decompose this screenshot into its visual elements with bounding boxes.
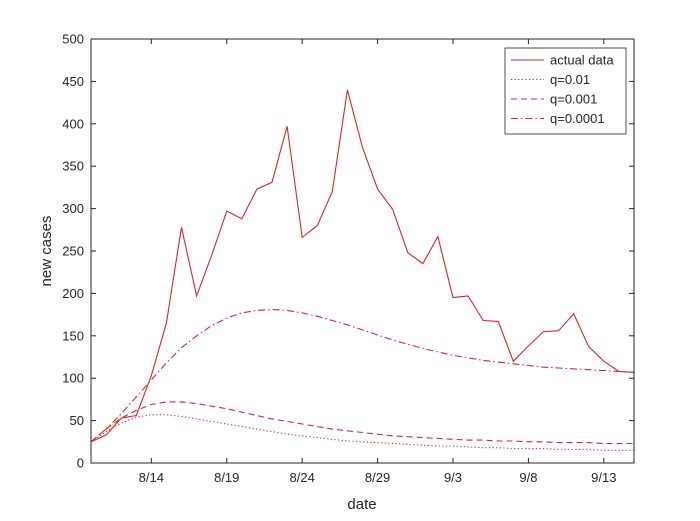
y-tick-label-0: 0 xyxy=(77,456,84,471)
legend-label-0: actual data xyxy=(550,53,614,68)
legend-label-1: q=0.01 xyxy=(550,72,590,87)
y-tick-label-2: 100 xyxy=(62,371,84,386)
series-line-3 xyxy=(90,308,635,443)
legend-box xyxy=(504,47,627,135)
legend: actual data q=0.01 q=0.001 q=0.0001 xyxy=(504,47,627,135)
series-line-0 xyxy=(90,89,635,443)
x-tick-label-3: 8/29 xyxy=(365,470,390,485)
y-axis-label: new cases xyxy=(38,216,55,287)
x-axis-label: date xyxy=(347,496,376,513)
series-line-2 xyxy=(90,401,634,445)
y-tick-label-1: 50 xyxy=(70,413,84,428)
y-tick-label-3: 150 xyxy=(62,328,84,343)
legend-label-2: q=0.001 xyxy=(550,92,597,107)
y-tick-label-10: 500 xyxy=(62,32,84,47)
series-layer xyxy=(90,89,635,451)
y-tick-label-9: 450 xyxy=(62,74,84,89)
x-tick-label-6: 9/13 xyxy=(591,470,616,485)
y-tick-label-4: 200 xyxy=(62,286,84,301)
x-tick-label-1: 8/19 xyxy=(214,470,239,485)
axes-layer: 0 50 100 150 200 250 300 350 400 450 500 8/14 8/19 8/… xyxy=(62,32,635,485)
y-tick-label-5: 250 xyxy=(62,244,84,259)
x-tick-label-0: 8/14 xyxy=(139,470,164,485)
x-tick-label-4: 9/3 xyxy=(444,470,462,485)
y-tick-label-6: 300 xyxy=(62,201,84,216)
y-tick-label-7: 350 xyxy=(62,159,84,174)
legend-label-3: q=0.0001 xyxy=(550,111,605,126)
series-line-1 xyxy=(90,414,634,451)
x-tick-label-5: 9/8 xyxy=(519,470,537,485)
y-tick-label-8: 400 xyxy=(62,116,84,131)
x-tick-label-2: 8/24 xyxy=(290,470,315,485)
